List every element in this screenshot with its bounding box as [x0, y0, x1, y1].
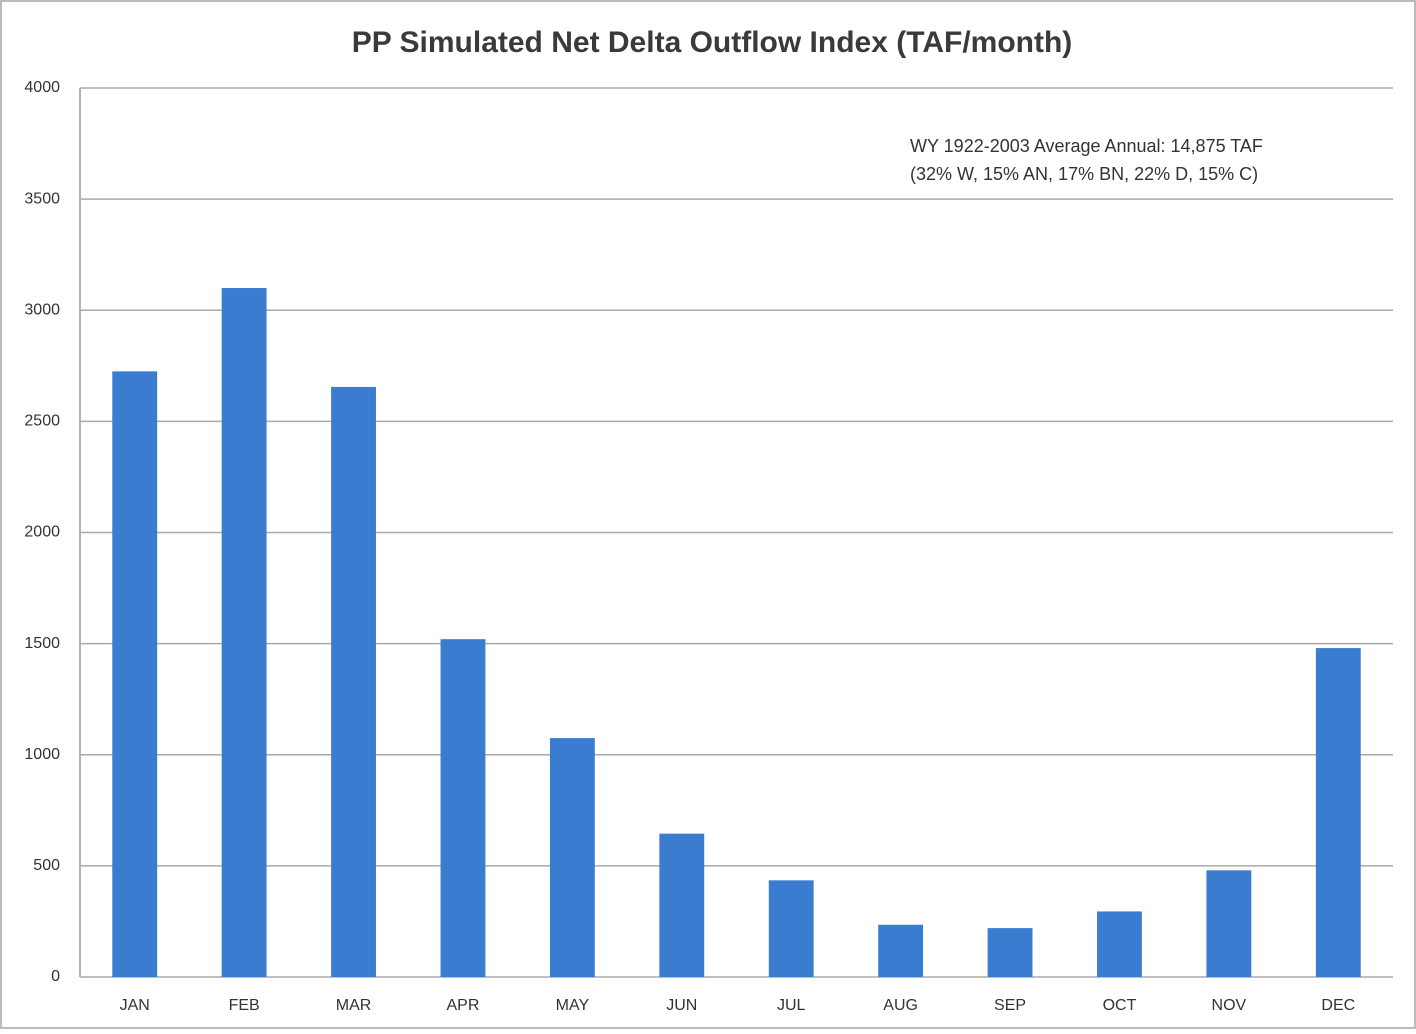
- bar: [112, 371, 158, 977]
- annotation: (32% W, 15% AN, 17% BN, 22% D, 15% C): [910, 164, 1258, 184]
- x-tick-label: SEP: [994, 997, 1026, 1014]
- bar: [331, 386, 376, 977]
- y-tick-label: 2000: [24, 524, 60, 541]
- y-tick-label: 0: [51, 968, 60, 985]
- bar: [221, 288, 267, 977]
- y-tick-label: 500: [33, 857, 60, 874]
- x-tick-label: MAY: [556, 997, 590, 1014]
- annotation: WY 1922-2003 Average Annual: 14,875 TAF: [910, 136, 1263, 156]
- bar: [549, 738, 595, 977]
- x-tick-label: FEB: [229, 997, 260, 1014]
- x-tick-label: JAN: [120, 997, 150, 1014]
- y-tick-label: 4000: [24, 79, 60, 96]
- x-tick-label: APR: [447, 997, 480, 1014]
- y-tick-label: 3000: [24, 301, 60, 318]
- bar: [1315, 648, 1361, 977]
- bar: [440, 639, 486, 977]
- bar: [659, 833, 705, 977]
- x-tick-label: NOV: [1212, 997, 1247, 1014]
- y-tick-label: 1500: [24, 635, 60, 652]
- x-tick-label: JUN: [666, 997, 697, 1014]
- bar: [878, 924, 924, 977]
- x-tick-label: JUL: [777, 997, 806, 1014]
- bar: [987, 928, 1033, 977]
- chart-title: PP Simulated Net Delta Outflow Index (TA…: [352, 26, 1073, 59]
- x-tick-label: OCT: [1103, 997, 1137, 1014]
- bar: [1206, 870, 1252, 977]
- y-tick-label: 1000: [24, 746, 60, 763]
- x-tick-label: MAR: [336, 997, 372, 1014]
- bar: [1097, 911, 1142, 977]
- y-tick-label: 3500: [24, 190, 60, 207]
- bar: [768, 880, 814, 977]
- x-tick-label: AUG: [883, 997, 918, 1014]
- x-tick-label: DEC: [1321, 997, 1355, 1014]
- y-tick-label: 2500: [24, 413, 60, 430]
